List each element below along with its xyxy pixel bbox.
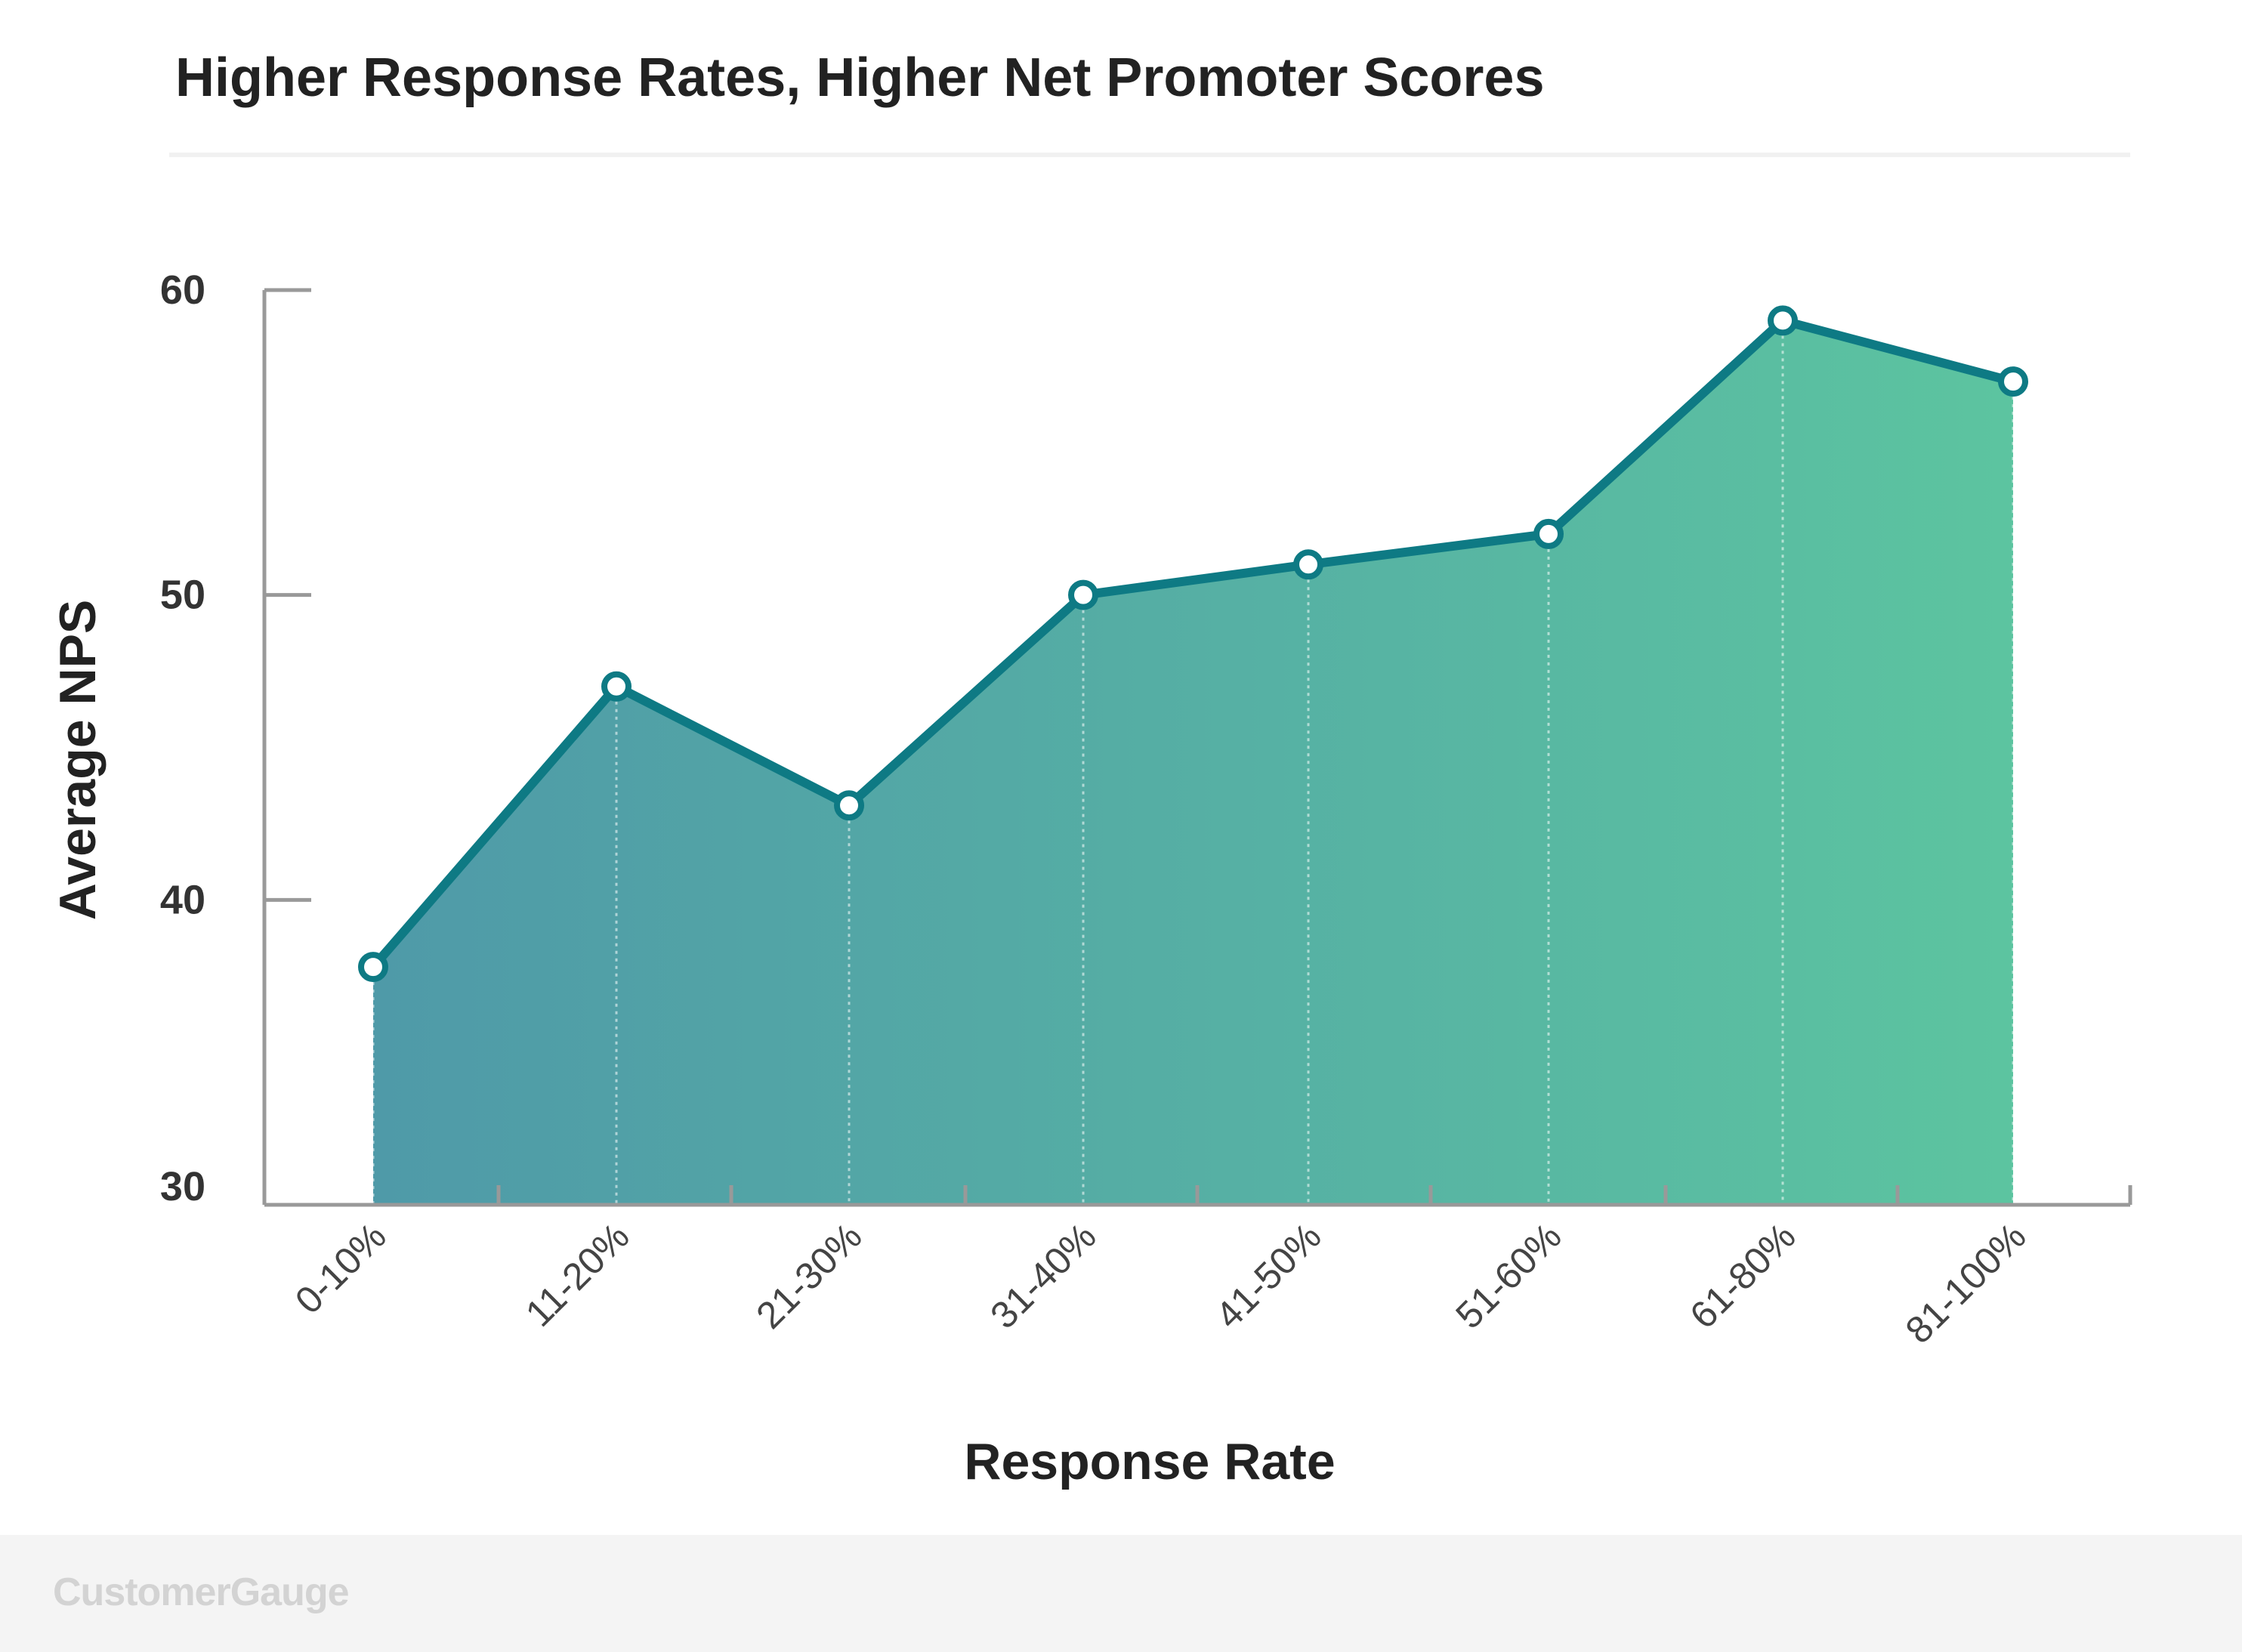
y-tick-label-60: 60 [160, 267, 205, 313]
marker-layer [358, 305, 2028, 983]
point-marker-21-30% [834, 790, 864, 821]
y-tick-label-40: 40 [160, 877, 205, 922]
point-marker-41-50% [1293, 549, 1323, 580]
guide-layer [372, 320, 2015, 1205]
chart-title: Higher Response Rates, Higher Net Promot… [175, 48, 1545, 108]
y-axis-title: Average NPS [49, 600, 107, 921]
brand-logo: CustomerGauge [53, 1570, 350, 1614]
line-layer [369, 316, 2018, 972]
point-marker-11-20% [601, 671, 632, 702]
x-tick-label-11-20%: 11-20% [517, 1215, 638, 1335]
x-tick-label-41-50%: 41-50% [1207, 1215, 1329, 1336]
area-layer [373, 320, 2013, 1205]
axis-layer [262, 288, 2132, 1207]
line-area-chart: 60 50 40 30 0-10% 11-20% 21-30% 31-40% 41-50% 51-… [49, 267, 2132, 1490]
point-marker-0-10% [358, 952, 388, 983]
point-marker-61-80% [1768, 305, 1798, 336]
x-tick-label-81-100%: 81-100% [1898, 1215, 2034, 1351]
y-tick-label-50: 50 [160, 573, 205, 618]
point-marker-51-60% [1533, 518, 1564, 549]
point-marker-81-100% [1998, 366, 2028, 397]
footer: CustomerGauge [0, 1535, 2242, 1652]
x-tick-label-0-10%: 0-10% [287, 1215, 394, 1322]
title-divider [169, 153, 2130, 157]
point-marker-31-40% [1068, 579, 1098, 610]
x-axis-title: Response Rate [964, 1433, 1335, 1490]
x-tick-label-21-30%: 21-30% [748, 1215, 869, 1336]
area-fill [373, 320, 2013, 1205]
x-tick-label-51-60%: 51-60% [1447, 1215, 1569, 1336]
series-line [369, 316, 2018, 972]
x-tick-label-61-80%: 61-80% [1682, 1215, 1803, 1336]
x-tick-label-31-40%: 31-40% [982, 1215, 1104, 1336]
y-tick-label-30: 30 [160, 1164, 205, 1209]
